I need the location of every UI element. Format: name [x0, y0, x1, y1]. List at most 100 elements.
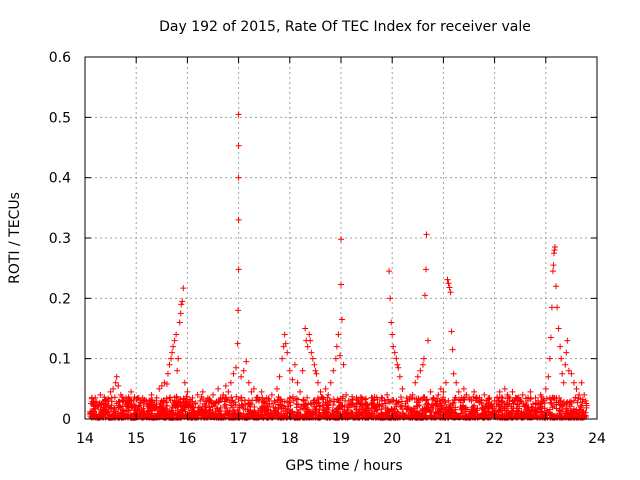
noise-floor-point — [501, 403, 508, 410]
noise-floor-point — [211, 400, 218, 407]
data-point — [330, 367, 337, 374]
data-point — [87, 408, 94, 415]
data-point — [447, 289, 454, 296]
noise-floor-point — [479, 411, 486, 418]
data-point — [517, 397, 524, 404]
noise-floor-point — [335, 397, 342, 404]
noise-floor-point — [183, 393, 190, 400]
data-point — [112, 379, 119, 386]
x-tick-label: 16 — [178, 431, 196, 447]
noise-floor-point — [90, 402, 97, 409]
noise-floor-point — [214, 406, 221, 413]
noise-floor-point — [566, 399, 573, 406]
noise-floor-point — [105, 396, 112, 403]
y-tick-label: 0.1 — [49, 352, 71, 368]
noise-floor-point — [286, 398, 293, 405]
data-point — [164, 370, 171, 377]
data-point — [540, 397, 547, 404]
data-point — [97, 391, 104, 398]
noise-floor-point — [403, 412, 410, 419]
data-point — [245, 379, 252, 386]
noise-floor-point — [543, 409, 550, 416]
noise-floor-point — [570, 397, 577, 404]
noise-floor-point — [162, 410, 169, 417]
noise-floor-point — [226, 407, 233, 414]
data-point — [130, 397, 137, 404]
noise-floor-point — [548, 396, 555, 403]
y-tick-label: 0.6 — [49, 50, 71, 66]
data-point — [388, 319, 395, 326]
data-point — [345, 397, 352, 404]
data-point — [235, 307, 242, 314]
data-point — [146, 403, 152, 410]
noise-floor-point — [144, 403, 151, 410]
noise-floor-point — [129, 414, 136, 421]
data-point — [387, 295, 394, 302]
noise-floor-point — [353, 412, 360, 419]
data-point — [184, 388, 191, 395]
data-point — [501, 385, 508, 392]
noise-floor-point — [538, 408, 545, 415]
noise-floor-point — [312, 406, 319, 413]
data-point — [235, 216, 242, 223]
noise-floor-point — [125, 394, 132, 401]
noise-floor-point — [398, 398, 405, 405]
data-point — [227, 379, 234, 386]
noise-floor-point — [198, 394, 205, 401]
noise-floor-point — [462, 404, 469, 411]
noise-floor-point — [486, 411, 493, 418]
data-point — [222, 382, 229, 389]
noise-floor-point — [282, 410, 289, 417]
data-point — [151, 400, 158, 407]
noise-floor-point — [423, 397, 430, 404]
noise-floor-point — [531, 406, 538, 413]
data-point — [284, 349, 291, 356]
data-point — [368, 400, 375, 407]
data-point — [133, 403, 140, 410]
noise-floor-point — [294, 410, 301, 417]
data-point — [279, 355, 286, 362]
data-point — [420, 355, 427, 362]
data-point — [178, 301, 185, 308]
noise-floor-point — [179, 407, 186, 414]
noise-floor-point — [163, 395, 170, 402]
data-point — [161, 379, 168, 386]
noise-floor-point — [303, 404, 310, 411]
data-point — [363, 403, 370, 410]
noise-floor-point — [566, 403, 573, 410]
data-point — [169, 349, 176, 356]
data-point — [419, 361, 426, 368]
data-point — [560, 379, 567, 386]
data-point — [390, 343, 397, 350]
noise-floor-point — [437, 414, 444, 421]
noise-floor-point — [404, 405, 411, 412]
noise-floor-point — [137, 399, 144, 406]
data-point — [551, 247, 558, 254]
noise-floor-point — [469, 410, 476, 417]
data-point — [271, 397, 278, 404]
noise-floor-point — [325, 409, 332, 416]
noise-floor-point — [510, 397, 517, 404]
noise-floor-point — [106, 411, 113, 418]
noise-floor-point — [580, 408, 587, 415]
data-point — [473, 394, 480, 401]
noise-floor-point — [275, 404, 282, 411]
data-point — [582, 397, 589, 404]
noise-floor-point — [359, 405, 366, 412]
noise-floor-point — [388, 405, 395, 412]
data-point — [180, 285, 187, 292]
x-tick-label: 24 — [588, 431, 606, 447]
data-point — [573, 385, 580, 392]
noise-floor-point — [342, 411, 349, 418]
data-point — [389, 331, 396, 338]
noise-floor-point — [411, 396, 418, 403]
data-point — [192, 400, 199, 407]
noise-floor-point — [213, 405, 220, 412]
data-point — [527, 388, 534, 395]
data-point — [234, 340, 241, 347]
data-point — [94, 403, 101, 410]
data-point — [549, 268, 556, 275]
noise-floor-point — [204, 414, 211, 421]
noise-floor-point — [442, 409, 449, 416]
x-tick-labels: 14 15 16 17 18 19 20 21 22 23 24 — [76, 431, 606, 447]
